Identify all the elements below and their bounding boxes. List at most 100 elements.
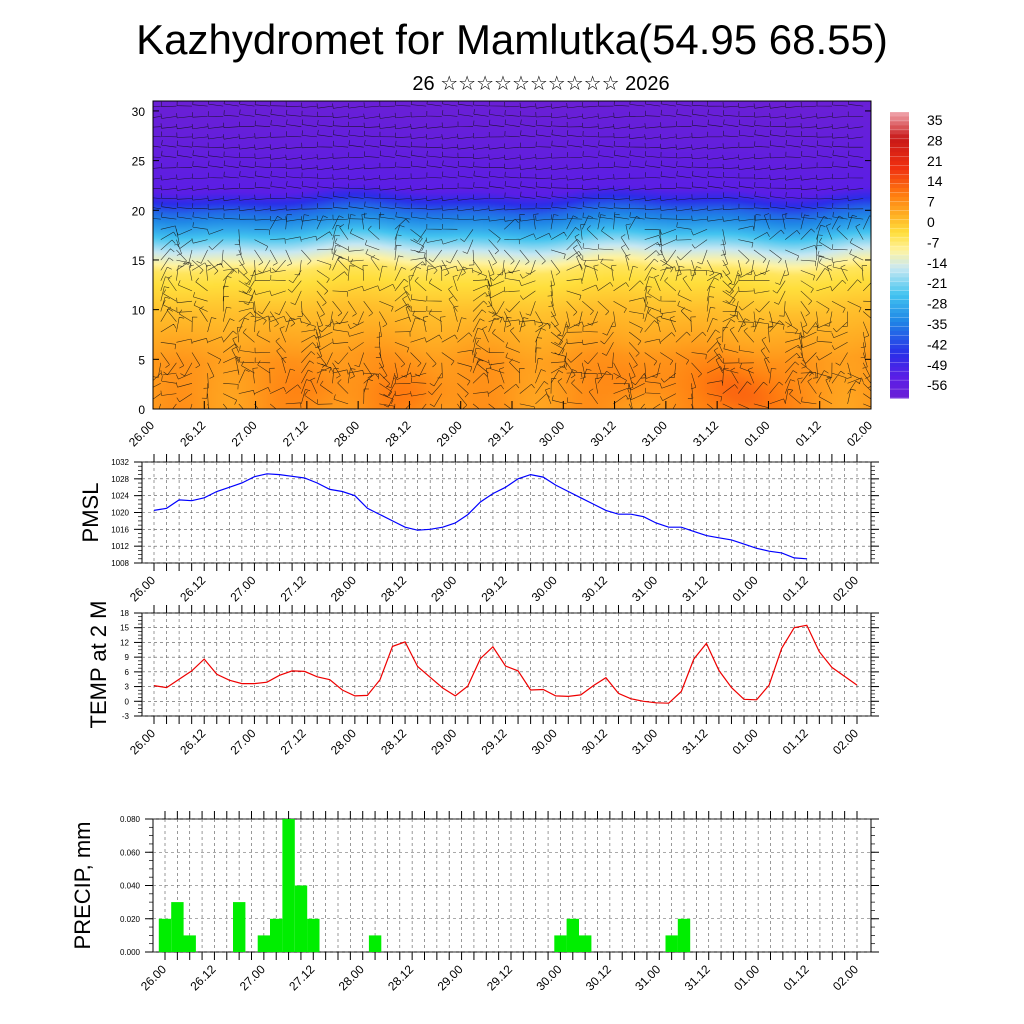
precip-bar — [368, 935, 382, 952]
colorbar-label: 7 — [927, 194, 935, 210]
y-tick-label: 1012 — [111, 542, 129, 551]
cs-x-tick-label: 01.12 — [793, 418, 824, 449]
x-tick-label: 30.00 — [529, 726, 560, 757]
colorbar-label: -35 — [927, 316, 947, 332]
cs-y-tick-label: 0 — [138, 403, 145, 417]
x-tick-label: 27.12 — [286, 962, 317, 993]
precip-panel: 0.000 0.020 0.040 0.060 0.080 26.00 26.12 27.00… — [70, 811, 879, 993]
cs-x-tick-label: 29.00 — [434, 418, 465, 449]
y-tick-label: 1008 — [111, 559, 129, 568]
x-tick-label: 30.00 — [529, 573, 560, 604]
chart-subtitle: 26 ☆☆☆☆☆☆☆☆☆☆ 2026 — [412, 73, 670, 95]
colorbar: 35 28 21 14 7 0 -7 -14 -21 -28 -35 -42 -49 -56 — [890, 111, 947, 399]
colorbar-label: -56 — [927, 377, 947, 393]
x-tick-label: 01.00 — [730, 573, 761, 604]
x-tick-label: 28.00 — [336, 962, 367, 993]
y-axis-title: PMSL — [78, 483, 103, 543]
precip-bar — [257, 935, 271, 952]
cs-x-tick-label: 27.12 — [280, 418, 311, 449]
panel-frame — [141, 612, 872, 717]
pmsl-panel: 1008 1012 1016 1020 1024 1028 1032 26.00 26.12 27… — [78, 454, 879, 604]
x-tick-label: 27.12 — [278, 726, 309, 757]
x-tick-label: 29.00 — [428, 726, 459, 757]
precip-bar — [579, 935, 592, 952]
x-tick-label: 02.00 — [830, 962, 861, 993]
precip-bar — [554, 935, 567, 952]
x-tick-label: 27.00 — [237, 962, 268, 993]
cs-x-tick-label: 28.12 — [382, 418, 413, 449]
chart-title: Kazhydromet for Mamlutka(54.95 68.55) — [136, 16, 888, 63]
x-tick-label: 30.00 — [533, 962, 564, 993]
x-tick-label: 02.00 — [830, 726, 861, 757]
x-tick-label: 01.12 — [781, 962, 812, 993]
x-tick-label: 28.12 — [378, 726, 409, 757]
cs-y-tick-label: 5 — [138, 353, 145, 367]
y-tick-label: 0.040 — [120, 882, 141, 891]
x-tick-label: 28.12 — [378, 573, 409, 604]
temp-panel: -3 0 3 6 9 12 15 18 26.00 26.12 27.00 27.12 28.00 28.… — [86, 601, 879, 757]
cs-y-tick-label: 25 — [132, 155, 146, 169]
x-tick-label: 29.12 — [478, 726, 509, 757]
y-axis-title: PRECIP, mm — [70, 822, 95, 950]
x-tick-label: 26.00 — [127, 573, 158, 604]
temp-line — [153, 624, 858, 704]
cs-x-tick-label: 30.00 — [536, 418, 567, 449]
precip-bar — [282, 819, 295, 952]
x-tick-label: 27.00 — [227, 573, 258, 604]
y-tick-label: 18 — [120, 609, 129, 618]
y-tick-label: -3 — [122, 712, 130, 721]
cs-y-tick-label: 20 — [132, 204, 146, 218]
panel-frame — [152, 818, 872, 953]
x-tick-label: 29.00 — [435, 962, 466, 993]
x-tick-label: 31.00 — [629, 726, 660, 757]
x-tick-label: 28.12 — [385, 962, 416, 993]
x-tick-label: 30.12 — [579, 573, 610, 604]
x-tick-label: 01.12 — [780, 573, 811, 604]
x-tick-label: 30.12 — [583, 962, 614, 993]
y-tick-label: 6 — [125, 668, 130, 677]
colorbar-label: -14 — [927, 255, 947, 271]
x-tick-label: 26.12 — [177, 573, 208, 604]
y-tick-label: 0.020 — [120, 915, 141, 924]
x-tick-label: 31.00 — [632, 962, 663, 993]
y-tick-label: 0.080 — [120, 815, 141, 824]
precip-bar — [294, 885, 308, 952]
x-tick-label: 01.12 — [780, 726, 811, 757]
cs-x-tick-label: 26.00 — [126, 418, 157, 449]
colorbar-label: 0 — [927, 214, 935, 230]
x-tick-label: 31.00 — [629, 573, 660, 604]
x-tick-label: 02.00 — [830, 573, 861, 604]
cs-x-tick-label: 26.12 — [177, 418, 208, 449]
colorbar-label: -28 — [927, 296, 947, 312]
cs-x-tick-label: 01.00 — [741, 418, 772, 449]
cs-y-tick-label: 30 — [132, 105, 146, 119]
y-tick-label: 0.000 — [120, 948, 141, 957]
cs-x-tick-label: 27.00 — [229, 418, 260, 449]
x-tick-label: 31.12 — [679, 726, 710, 757]
cs-x-tick-label: 28.00 — [331, 418, 362, 449]
colorbar-label: -7 — [927, 234, 940, 250]
temperature-wind-cross-section: 0 5 10 15 20 25 30 26.00 26.12 27.00 27.12 28.00 28.… — [126, 100, 875, 449]
precip-bar — [171, 902, 184, 952]
x-tick-label: 26.12 — [187, 962, 218, 993]
y-tick-label: 1032 — [111, 458, 129, 467]
precip-bar — [566, 918, 579, 953]
y-tick-label: 1020 — [111, 509, 129, 518]
y-tick-label: 0.060 — [120, 848, 141, 857]
x-tick-label: 26.12 — [177, 726, 208, 757]
colorbar-label: -42 — [927, 336, 947, 352]
cs-y-tick-label: 10 — [132, 304, 146, 318]
colorbar-label: -49 — [927, 357, 947, 373]
x-tick-label: 01.00 — [730, 726, 761, 757]
x-tick-label: 31.12 — [679, 573, 710, 604]
cs-x-tick-label: 31.00 — [639, 418, 670, 449]
y-axis-title: TEMP at 2 M — [86, 601, 111, 729]
x-tick-label: 28.00 — [328, 573, 359, 604]
x-tick-label: 29.12 — [484, 962, 515, 993]
x-tick-label: 29.12 — [478, 573, 509, 604]
pmsl-line — [153, 473, 807, 560]
x-tick-label: 29.00 — [428, 573, 459, 604]
x-tick-label: 26.00 — [127, 726, 158, 757]
y-tick-label: 1024 — [111, 492, 129, 501]
x-tick-label: 26.00 — [138, 962, 169, 993]
